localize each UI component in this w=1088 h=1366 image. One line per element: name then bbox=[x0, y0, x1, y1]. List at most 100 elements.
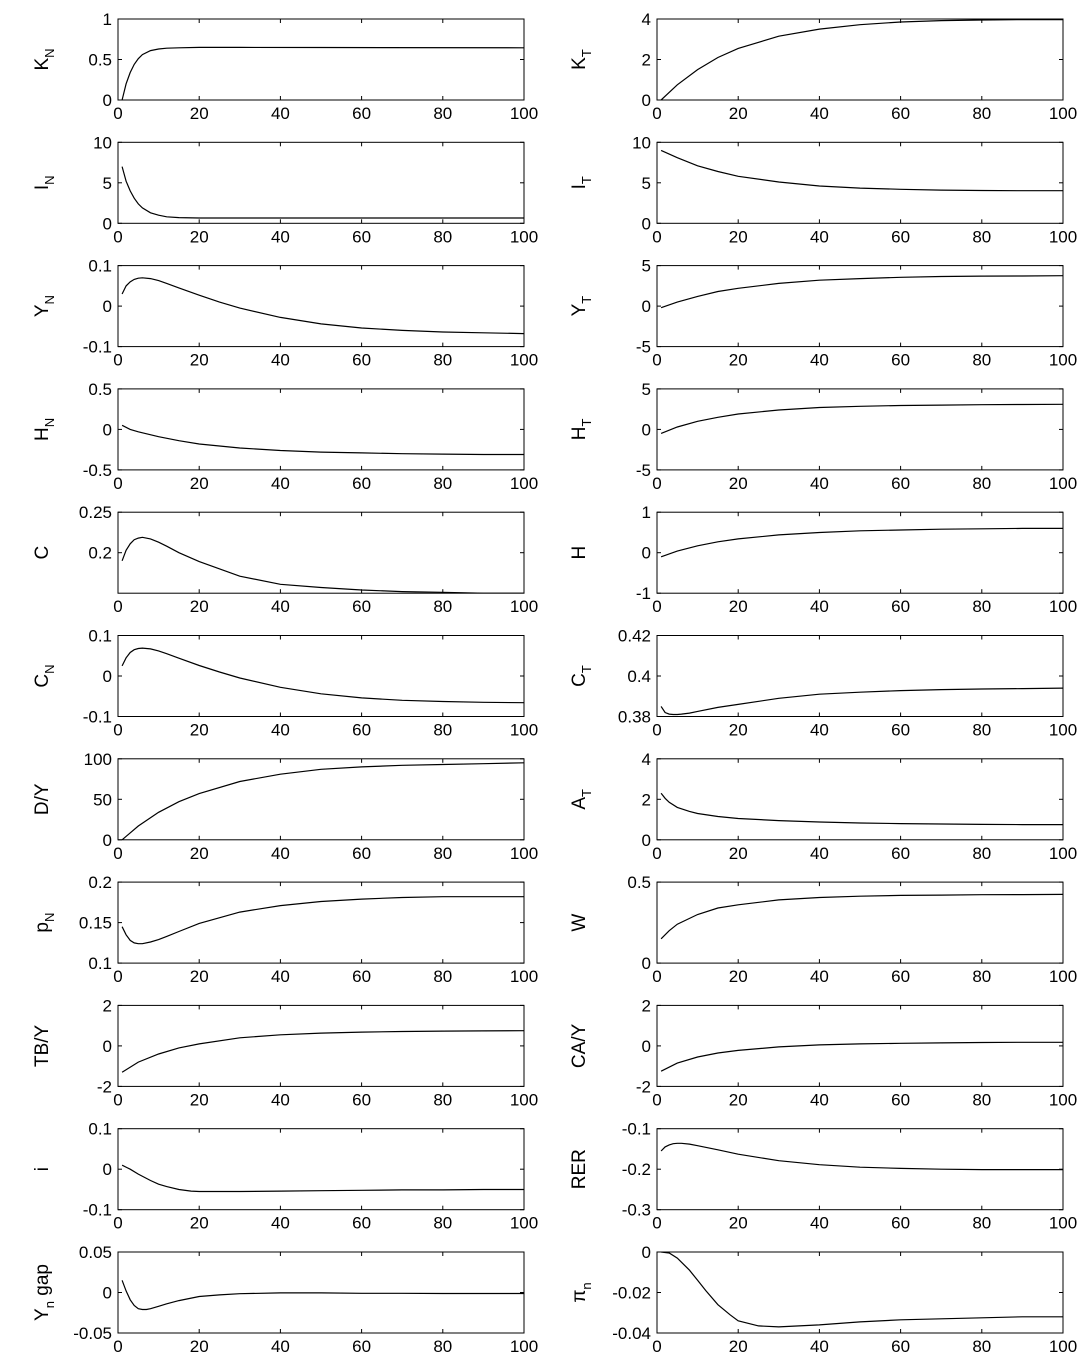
y-axis-label: TB/Y bbox=[32, 1024, 53, 1067]
series-line bbox=[661, 1252, 1063, 1328]
x-tick-label: 60 bbox=[352, 1214, 371, 1233]
y-axis-label: AT bbox=[569, 789, 594, 810]
x-tick-label: 60 bbox=[352, 474, 371, 493]
axes-frame bbox=[656, 18, 1064, 101]
x-tick-label: 100 bbox=[510, 104, 538, 123]
y-tick-label: 0 bbox=[103, 1160, 112, 1179]
x-tick-label: 20 bbox=[190, 721, 209, 740]
y-tick-label: 100 bbox=[84, 750, 112, 769]
x-tick-label: 80 bbox=[433, 1337, 452, 1356]
x-tick-label: 0 bbox=[652, 1214, 661, 1233]
x-tick-label: 0 bbox=[652, 227, 661, 246]
x-tick-label: 20 bbox=[729, 474, 748, 493]
x-tick-label: 40 bbox=[271, 721, 290, 740]
y-tick-label: -0.1 bbox=[83, 1201, 112, 1220]
series-line bbox=[121, 424, 524, 456]
series-line bbox=[660, 149, 1063, 192]
subplot-7: 0 20 40 60 80 100-0.500.5HN bbox=[32, 380, 538, 493]
subplot-5: 0 20 40 60 80 100-0.100.1YN bbox=[32, 257, 538, 370]
y-tick-label: 0 bbox=[642, 214, 651, 233]
axes-frame bbox=[656, 1251, 1064, 1334]
x-tick-label: 0 bbox=[113, 1214, 122, 1233]
x-tick-label: 40 bbox=[271, 474, 290, 493]
x-tick-label: 0 bbox=[113, 351, 122, 370]
y-tick-label: -2 bbox=[97, 1077, 112, 1096]
y-tick-label: 0.5 bbox=[88, 51, 112, 70]
y-axis-label: CA/Y bbox=[569, 1023, 590, 1068]
y-tick-label: 1 bbox=[642, 503, 651, 522]
y-axis-label: YT bbox=[569, 296, 594, 317]
x-tick-label: 100 bbox=[510, 474, 538, 493]
y-tick-label: 0.1 bbox=[88, 257, 112, 276]
x-tick-label: 100 bbox=[1049, 474, 1077, 493]
y-axis-label: KN bbox=[32, 48, 57, 70]
x-tick-label: 60 bbox=[352, 967, 371, 986]
y-tick-label: 0.25 bbox=[79, 503, 112, 522]
x-tick-label: 60 bbox=[352, 351, 371, 370]
series-line bbox=[121, 536, 524, 594]
y-tick-label: 0 bbox=[642, 91, 651, 110]
x-tick-label: 100 bbox=[1049, 597, 1077, 616]
x-tick-label: 40 bbox=[810, 351, 829, 370]
subplot-13: 0 20 40 60 80 100 0 50 100 D/Y bbox=[32, 750, 538, 863]
x-tick-label: 80 bbox=[972, 1214, 991, 1233]
x-tick-label: 60 bbox=[352, 1337, 371, 1356]
y-tick-label: 2 bbox=[642, 790, 651, 809]
x-tick-label: 100 bbox=[510, 721, 538, 740]
x-tick-label: 60 bbox=[891, 351, 910, 370]
series-line bbox=[121, 1030, 524, 1073]
subplot-4: 0 20 40 60 80 100 0 5 10 IT bbox=[569, 133, 1077, 246]
series-line bbox=[121, 762, 524, 840]
x-tick-label: 0 bbox=[652, 104, 661, 123]
y-tick-label: 0 bbox=[103, 420, 112, 439]
x-tick-label: 80 bbox=[972, 1090, 991, 1109]
x-tick-label: 80 bbox=[972, 104, 991, 123]
y-tick-label: 0.1 bbox=[88, 627, 112, 646]
x-tick-label: 20 bbox=[729, 721, 748, 740]
y-tick-label: 0.5 bbox=[627, 873, 651, 892]
x-tick-label: 40 bbox=[271, 597, 290, 616]
y-tick-label: 10 bbox=[93, 133, 112, 152]
y-tick-label: 0 bbox=[642, 420, 651, 439]
x-tick-label: 60 bbox=[891, 1214, 910, 1233]
x-tick-label: 20 bbox=[190, 1337, 209, 1356]
x-tick-label: 80 bbox=[433, 1090, 452, 1109]
x-tick-label: 80 bbox=[433, 227, 452, 246]
x-tick-label: 60 bbox=[352, 1090, 371, 1109]
axes-frame bbox=[117, 388, 525, 471]
x-tick-label: 0 bbox=[652, 1090, 661, 1109]
x-tick-label: 100 bbox=[510, 597, 538, 616]
x-tick-label: 60 bbox=[891, 844, 910, 863]
x-tick-label: 40 bbox=[810, 721, 829, 740]
x-tick-label: 40 bbox=[810, 1214, 829, 1233]
x-tick-label: 60 bbox=[352, 104, 371, 123]
x-tick-label: 100 bbox=[1049, 721, 1077, 740]
x-tick-label: 40 bbox=[271, 351, 290, 370]
y-tick-label: 0 bbox=[103, 91, 112, 110]
y-axis-label: C bbox=[32, 546, 53, 560]
y-axis-label: D/Y bbox=[32, 783, 53, 815]
x-tick-label: 0 bbox=[113, 721, 122, 740]
x-tick-label: 40 bbox=[271, 1090, 290, 1109]
y-tick-label: 0 bbox=[642, 544, 651, 563]
x-tick-label: 0 bbox=[113, 1337, 122, 1356]
x-tick-label: 40 bbox=[810, 1090, 829, 1109]
x-tick-label: 0 bbox=[652, 967, 661, 986]
x-tick-label: 80 bbox=[972, 967, 991, 986]
x-tick-label: 20 bbox=[729, 844, 748, 863]
subplot-12: 0 20 40 60 80 100 0.38 0.4 0.42 CT bbox=[569, 627, 1077, 740]
x-tick-label: 80 bbox=[433, 104, 452, 123]
x-tick-label: 20 bbox=[190, 1090, 209, 1109]
x-tick-label: 80 bbox=[433, 351, 452, 370]
x-tick-label: 20 bbox=[190, 351, 209, 370]
x-tick-label: 40 bbox=[810, 1337, 829, 1356]
x-tick-label: 40 bbox=[271, 1337, 290, 1356]
y-axis-label: KT bbox=[569, 49, 594, 70]
axes-frame bbox=[117, 1004, 525, 1087]
x-tick-label: 100 bbox=[1049, 104, 1077, 123]
y-tick-label: -0.04 bbox=[612, 1324, 651, 1343]
x-tick-label: 100 bbox=[510, 967, 538, 986]
x-tick-label: 80 bbox=[972, 721, 991, 740]
